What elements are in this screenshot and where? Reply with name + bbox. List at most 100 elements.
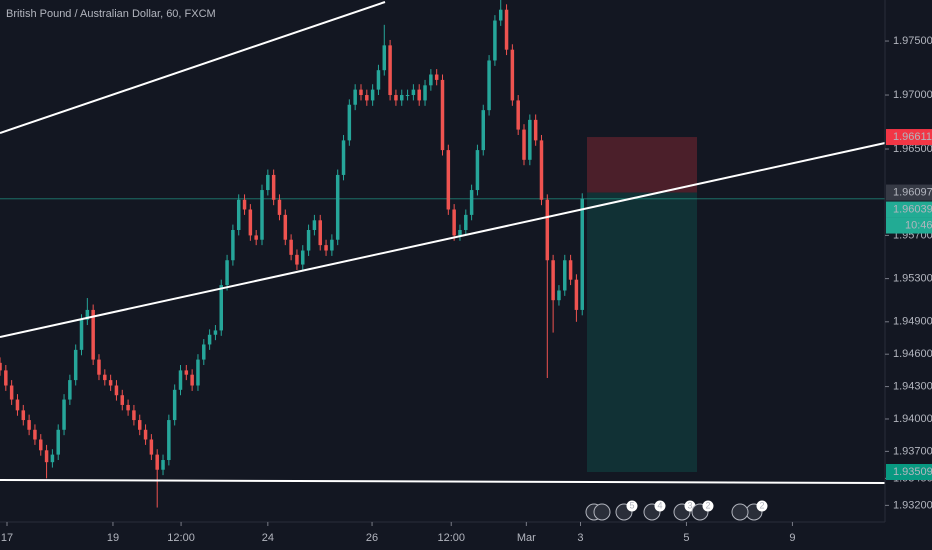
candle-body (266, 174, 270, 191)
candle-body (68, 380, 72, 400)
event-badge (702, 500, 714, 512)
candle-body (213, 330, 218, 335)
price-tag-label: 1.96039 (893, 203, 932, 215)
y-tick-label: 1.94000 (893, 413, 932, 425)
candle-body (469, 190, 474, 215)
candle-body (312, 220, 317, 231)
candle-body (277, 199, 282, 215)
candle-body (149, 439, 154, 455)
price-tag-label: 1.96097 (893, 186, 932, 198)
candle-body (167, 420, 171, 461)
y-tick-label: 1.97000 (893, 89, 932, 101)
candle-body (388, 45, 392, 96)
price-axis (885, 0, 932, 550)
candle-body (370, 89, 375, 101)
candle-body (533, 119, 538, 141)
candle-body (504, 9, 509, 50)
candle-body (9, 385, 14, 400)
candle-body (498, 9, 503, 21)
candle-body (33, 429, 37, 440)
candle-body (283, 214, 288, 240)
price-tag-label: 1.93509 (893, 466, 932, 478)
candle-body (335, 174, 340, 240)
event-count: 4 (657, 500, 662, 510)
y-tick-label: 1.97500 (893, 35, 932, 47)
candle-body (399, 95, 404, 101)
candle-body (62, 399, 66, 430)
candle-body (15, 399, 20, 411)
candle-body (219, 285, 223, 331)
candle-body (289, 239, 293, 255)
trend-line (0, 479, 886, 484)
y-tick-label: 1.95300 (893, 273, 932, 285)
candle-body (568, 260, 573, 280)
x-tick-label: 17 (1, 532, 13, 544)
candle-body (108, 380, 113, 386)
event-count: 5 (629, 500, 634, 510)
axes: 1.975001.970001.965001.957001.953001.949… (1, 35, 932, 544)
candle-body (184, 370, 189, 375)
candle-body (91, 309, 95, 360)
y-tick-label: 1.93700 (893, 445, 932, 457)
candle-body (0, 362, 2, 371)
candle-body (545, 199, 550, 261)
candle-body (103, 374, 107, 381)
candle-body (528, 119, 532, 160)
candle-body (196, 359, 200, 386)
candle-body (236, 199, 241, 231)
candle-body (574, 279, 579, 310)
candle-body (487, 60, 491, 111)
y-tick-label: 1.94900 (893, 316, 932, 328)
candle-body (301, 250, 305, 265)
candle-body (359, 89, 363, 96)
candle-body (85, 309, 90, 320)
event-badge (756, 500, 768, 512)
x-tick-label: 12:00 (437, 532, 465, 544)
candle-body (394, 95, 398, 101)
candle-body (481, 110, 486, 151)
candle-body (27, 420, 31, 430)
candle-body (231, 230, 235, 261)
candle-body (417, 89, 421, 101)
candle-body (97, 359, 101, 375)
candle-body (126, 404, 130, 411)
candle-body (114, 385, 119, 396)
candle-body (464, 214, 468, 231)
candle-body (341, 140, 346, 175)
y-tick-label: 1.94600 (893, 348, 932, 360)
x-tick-label: 12:00 (167, 532, 195, 544)
candle-body (516, 100, 520, 130)
candle-body (271, 174, 276, 200)
candle-body (405, 95, 410, 97)
x-tick-label: 26 (366, 532, 378, 544)
candle-body (365, 95, 369, 101)
candle-body (580, 198, 584, 310)
candle-body (137, 420, 142, 430)
candle-body (21, 410, 26, 421)
countdown-label: 10:46 (905, 219, 932, 231)
candle-body (440, 79, 445, 151)
candles (0, 0, 584, 508)
candle-body (120, 395, 125, 405)
candle-body (248, 209, 253, 236)
candle-body (50, 454, 55, 463)
event-flag (593, 503, 611, 521)
candle-body (475, 150, 480, 191)
candle-body (458, 230, 462, 236)
price-tag (886, 464, 932, 481)
candle-body (260, 190, 264, 240)
candle-body (429, 74, 433, 86)
target-zone (587, 192, 697, 473)
candle-body (4, 370, 8, 386)
candle-body (155, 454, 159, 470)
candle-body (79, 319, 84, 350)
candle-body (73, 349, 78, 381)
x-tick-label: 24 (262, 532, 274, 544)
event-count: 2 (759, 500, 764, 510)
candle-body (551, 260, 555, 301)
event-flag (731, 503, 749, 521)
x-tick-label: Mar (517, 532, 536, 544)
